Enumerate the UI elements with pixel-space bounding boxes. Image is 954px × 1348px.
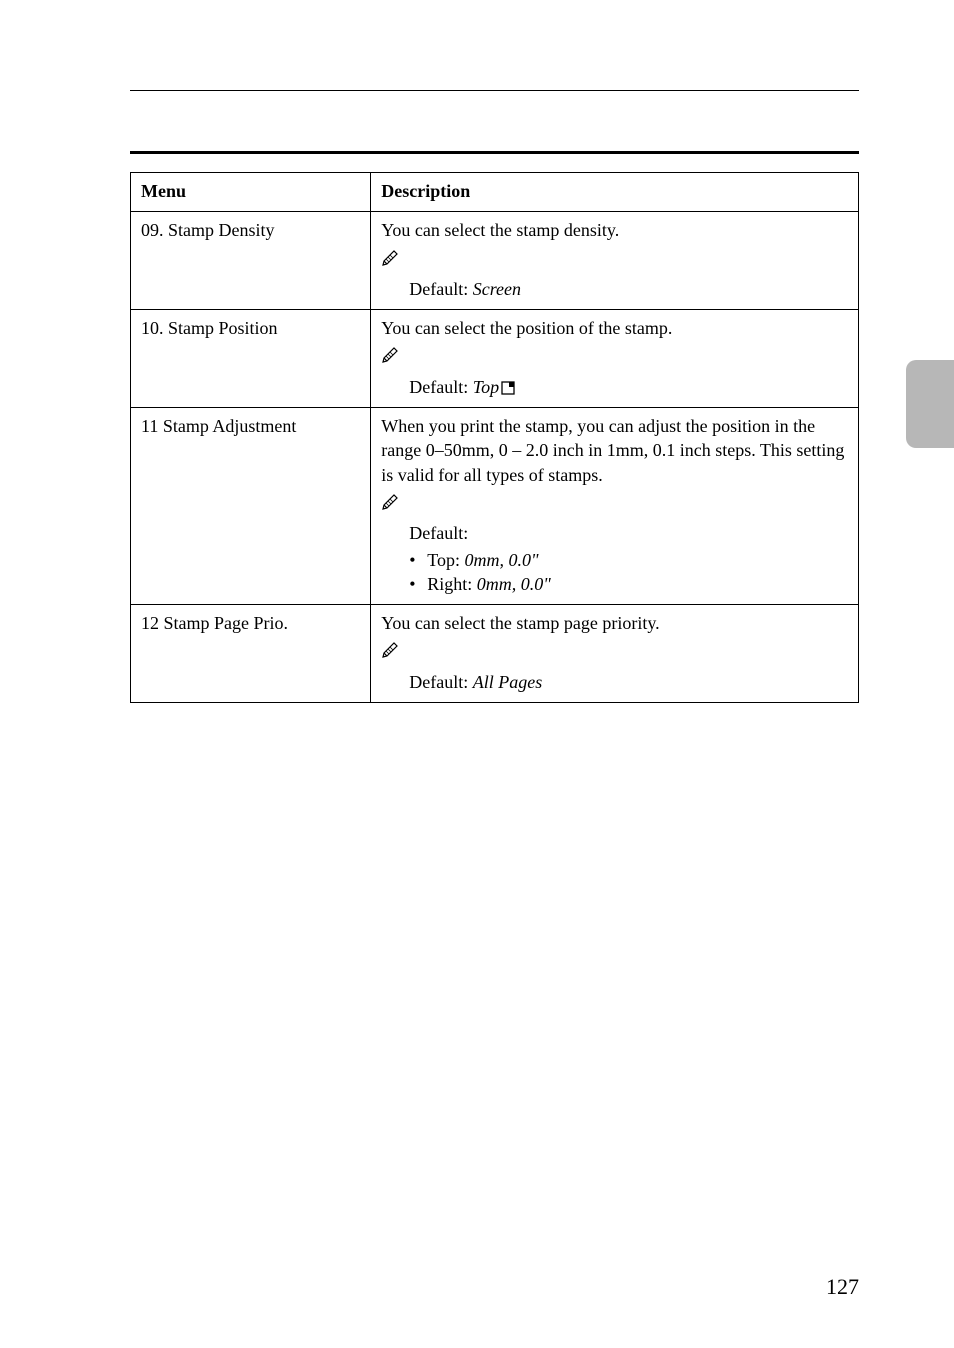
bullet-value: 0mm, 0.0"	[464, 550, 538, 570]
note-icon	[381, 639, 401, 665]
top-rule	[130, 90, 859, 91]
position-indicator-icon	[501, 377, 517, 401]
default-label: Default:	[409, 672, 472, 692]
table-row: 10. Stamp Position You can select the po…	[131, 310, 859, 408]
default-value: All Pages	[473, 672, 543, 692]
table-row: 09. Stamp Density You can select the sta…	[131, 212, 859, 310]
default-line: Default: Screen	[381, 277, 848, 301]
menu-cell: 11 Stamp Adjustment	[131, 408, 371, 605]
default-value: Screen	[473, 279, 521, 299]
table-header-row: Menu Description	[131, 173, 859, 212]
row-intro: You can select the position of the stamp…	[381, 316, 848, 340]
default-line: Default:	[381, 521, 848, 545]
description-cell: You can select the stamp page priority. …	[371, 605, 859, 703]
menu-cell: 10. Stamp Position	[131, 310, 371, 408]
row-intro: You can select the stamp page priority.	[381, 611, 848, 635]
section-rule	[130, 151, 859, 154]
note-icon	[381, 344, 401, 370]
description-cell: When you print the stamp, you can adjust…	[371, 408, 859, 605]
default-label: Default:	[409, 279, 472, 299]
menu-cell: 09. Stamp Density	[131, 212, 371, 310]
table-row: 12 Stamp Page Prio. You can select the s…	[131, 605, 859, 703]
note-icon	[381, 491, 401, 517]
bullet-value: 0mm, 0.0"	[477, 574, 551, 594]
page-number: 127	[826, 1274, 859, 1300]
bullet-label: Right:	[427, 574, 477, 594]
header-menu: Menu	[131, 173, 371, 212]
default-bullets: Top: 0mm, 0.0" Right: 0mm, 0.0"	[381, 548, 848, 597]
default-value: Top	[473, 377, 499, 397]
description-cell: You can select the stamp density. Defaul…	[371, 212, 859, 310]
document-page: Menu Description 09. Stamp Density You c…	[0, 0, 954, 1348]
bullet-label: Top:	[427, 550, 464, 570]
table-row: 11 Stamp Adjustment When you print the s…	[131, 408, 859, 605]
menu-cell: 12 Stamp Page Prio.	[131, 605, 371, 703]
description-cell: You can select the position of the stamp…	[371, 310, 859, 408]
row-intro: You can select the stamp density.	[381, 218, 848, 242]
row-intro: When you print the stamp, you can adjust…	[381, 414, 848, 487]
default-line: Default: All Pages	[381, 670, 848, 694]
default-line: Default: Top	[381, 375, 848, 399]
section-tab	[906, 360, 954, 448]
default-label: Default:	[409, 377, 472, 397]
default-label: Default:	[409, 523, 468, 543]
note-icon	[381, 247, 401, 273]
list-item: Top: 0mm, 0.0"	[409, 548, 848, 572]
header-description: Description	[371, 173, 859, 212]
settings-table: Menu Description 09. Stamp Density You c…	[130, 172, 859, 703]
list-item: Right: 0mm, 0.0"	[409, 572, 848, 596]
